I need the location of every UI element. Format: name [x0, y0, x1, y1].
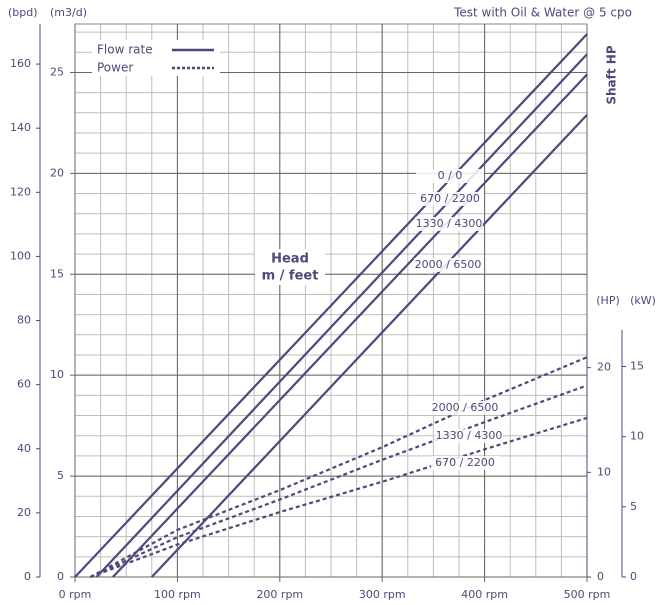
y3-tick-label: 20 [17, 506, 31, 519]
y4-tick-label: 10 [630, 430, 644, 443]
y3-tick-label: 140 [10, 121, 31, 134]
y3-tick-label: 160 [10, 57, 31, 70]
y-tick-label: 10 [50, 368, 64, 381]
series-label: 1330 / 4300 [416, 217, 483, 230]
chart-title: Test with Oil & Water @ 5 cpo [453, 6, 632, 20]
label-bg [431, 456, 499, 470]
label-bg [415, 217, 483, 231]
y-tick-label: 20 [50, 166, 64, 179]
y3-tick-label: 40 [17, 442, 31, 455]
label-bg [414, 258, 482, 272]
y-tick-label: 5 [57, 469, 64, 482]
y-tick-label: 25 [50, 65, 64, 78]
x-tick-label: 400 rpm [461, 588, 508, 601]
y4-tick-label: 0 [630, 570, 637, 583]
flow-line [112, 73, 588, 578]
y4-axis-label: (kW) [630, 294, 656, 307]
y3-tick-label: 120 [10, 185, 31, 198]
y3-axis-label: (bpd) [8, 6, 38, 19]
series-label: 2000 / 6500 [432, 401, 499, 414]
y-tick-label: 15 [50, 267, 64, 280]
x-tick-label: 100 rpm [154, 588, 201, 601]
label-bg [431, 401, 499, 415]
y2-title: Shaft HP [605, 45, 619, 104]
y2-tick-label: 0 [597, 570, 604, 583]
series-label: 670 / 2200 [435, 456, 495, 469]
label-bg [416, 192, 484, 206]
flow-line [74, 33, 588, 578]
y-axis-label: (m3/d) [50, 6, 87, 19]
series-label: 670 / 2200 [420, 192, 480, 205]
label-bg [416, 169, 484, 183]
power-line [89, 416, 588, 579]
annotation-bg [255, 249, 325, 285]
x-tick-label: 200 rpm [256, 588, 303, 601]
y3-tick-label: 60 [17, 378, 31, 391]
y2-tick-label: 20 [597, 361, 611, 374]
annotation: Head [271, 252, 309, 267]
y3-tick-label: 0 [24, 570, 31, 583]
x-tick-label: 500 rpm [564, 588, 611, 601]
y3-tick-label: 100 [10, 249, 31, 262]
y2-axis-label: (HP) [596, 294, 620, 307]
x-tick-label: 300 rpm [359, 588, 406, 601]
series-label: 2000 / 6500 [415, 258, 482, 271]
y4-tick-label: 15 [630, 359, 644, 372]
power-line [89, 384, 588, 579]
series-label: 0 / 0 [438, 169, 463, 182]
series-label: 1330 / 4300 [436, 429, 503, 442]
annotation: m / feet [262, 269, 319, 284]
flow-line [95, 53, 588, 578]
legend-box [92, 40, 220, 76]
legend-label: Flow rate [97, 43, 153, 57]
legend-label: Power [97, 61, 133, 75]
y4-tick-label: 5 [630, 500, 637, 513]
x-tick-label: 0 rpm [59, 588, 92, 601]
y-tick-label: 0 [57, 570, 64, 583]
y2-tick-label: 10 [597, 465, 611, 478]
power-line [89, 356, 588, 578]
y3-tick-label: 80 [17, 314, 31, 327]
label-bg [435, 429, 503, 443]
flow-line [150, 114, 588, 578]
